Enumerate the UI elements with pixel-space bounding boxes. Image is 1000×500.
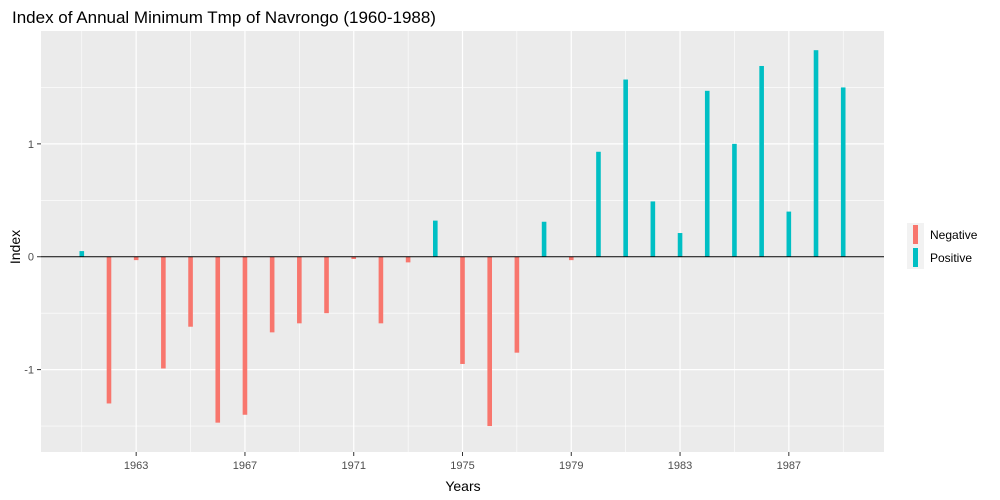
x-tick-label: 1983: [668, 460, 692, 472]
bar-1974: [433, 220, 438, 257]
legend: Negative Positive: [907, 223, 978, 269]
bar-1968: [269, 256, 275, 333]
bar-1979: [568, 256, 574, 261]
bar-1988: [813, 50, 819, 257]
y-tick-label: 0: [28, 252, 34, 264]
bar-1984: [704, 90, 710, 257]
legend-label-negative: Negative: [930, 228, 978, 242]
bar-1972: [378, 256, 384, 324]
bar-1961: [79, 251, 85, 257]
bar-1989: [840, 87, 846, 257]
bar-1967: [242, 256, 248, 415]
bar-1985: [732, 143, 737, 257]
legend-swatch-positive: [913, 248, 918, 267]
x-tick-label: 1963: [124, 460, 148, 472]
bar-1963: [133, 256, 139, 261]
bar-1962: [106, 256, 112, 404]
bars: [79, 50, 846, 427]
bar-1987: [786, 211, 792, 257]
bar-1966: [215, 256, 221, 423]
x-tick-label: 1971: [341, 460, 365, 472]
bar-1986: [759, 65, 764, 257]
x-tick-label: 1987: [777, 460, 801, 472]
bar-1975: [460, 256, 465, 364]
x-tick-label: 1979: [559, 460, 583, 472]
legend-label-positive: Positive: [930, 251, 972, 265]
y-tick-label: 1: [28, 139, 34, 151]
bar-1977: [514, 256, 520, 353]
x-tick-label: 1967: [233, 460, 257, 472]
bar-1976: [487, 256, 492, 427]
bar-1964: [161, 256, 166, 369]
legend-swatch-negative: [913, 225, 918, 244]
chart-title: Index of Annual Minimum Tmp of Navrongo …: [12, 8, 436, 27]
bar-1982: [650, 201, 656, 257]
x-axis-title: Years: [445, 478, 480, 494]
y-axis-title: Index: [7, 230, 23, 264]
x-tick-label: 1975: [450, 460, 474, 472]
bar-1978: [541, 221, 547, 257]
bar-1983: [677, 233, 683, 257]
x-axis-ticks: 1963 1967 1971 1975 1979 1983 1987: [124, 452, 801, 472]
y-axis-ticks: -1 0 1: [24, 139, 41, 377]
bar-1965: [188, 256, 193, 327]
bar-1969: [297, 256, 302, 324]
y-tick-label: -1: [24, 365, 34, 377]
bar-1980: [596, 151, 601, 257]
bar-1973: [405, 256, 411, 263]
bar-1971: [351, 256, 357, 259]
bar-1970: [324, 256, 329, 314]
bar-1981: [623, 79, 628, 257]
